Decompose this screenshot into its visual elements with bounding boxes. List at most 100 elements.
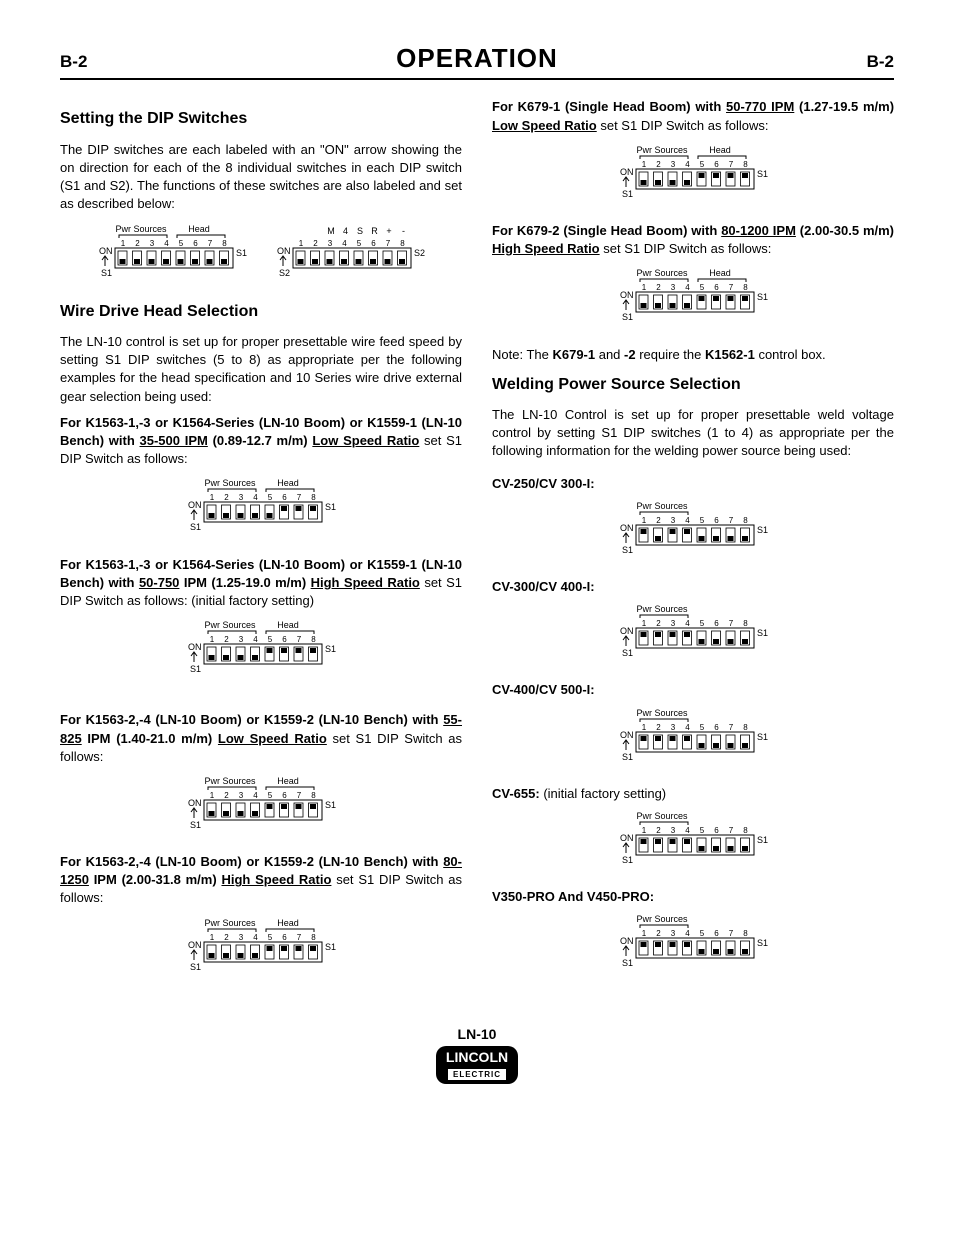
- ps2-label: CV-300/CV 400-I:: [492, 578, 894, 596]
- footer-model: LN-10: [60, 1025, 894, 1045]
- svg-text:S1: S1: [622, 312, 633, 322]
- svg-text:4: 4: [253, 635, 258, 644]
- svg-text:ON: ON: [188, 642, 202, 652]
- svg-text:Head: Head: [189, 224, 211, 234]
- dip-switch-icon: M4SR+-ONS2S212345678: [275, 222, 425, 282]
- dip-ps1: Pwr SourcesONS1S112345678: [492, 499, 894, 564]
- config-3: For K1563-2,-4 (LN-10 Boom) or K1559-2 (…: [60, 711, 462, 766]
- svg-text:Head: Head: [709, 268, 731, 278]
- svg-text:8: 8: [743, 929, 748, 938]
- config-r2: For K679-2 (Single Head Boom) with 80-12…: [492, 222, 894, 258]
- ps5-label: V350-PRO And V450-PRO:: [492, 888, 894, 906]
- svg-text:Pwr Sources: Pwr Sources: [204, 918, 256, 928]
- svg-text:4: 4: [685, 929, 690, 938]
- svg-text:7: 7: [385, 239, 390, 248]
- dip-switch-icon: Pwr SourcesHeadONS1S112345678: [618, 266, 768, 326]
- svg-text:S1: S1: [190, 820, 201, 830]
- svg-text:Pwr Sources: Pwr Sources: [204, 478, 256, 488]
- svg-text:1: 1: [642, 160, 647, 169]
- svg-text:S: S: [357, 226, 363, 236]
- svg-text:5: 5: [700, 160, 705, 169]
- svg-text:Head: Head: [277, 776, 299, 786]
- svg-text:Pwr Sources: Pwr Sources: [204, 776, 256, 786]
- svg-text:2: 2: [656, 619, 661, 628]
- dip-switch-icon: Pwr SourcesHeadONS1S112345678: [618, 143, 768, 203]
- svg-text:6: 6: [282, 635, 287, 644]
- svg-text:6: 6: [371, 239, 376, 248]
- svg-text:3: 3: [150, 239, 155, 248]
- svg-text:4: 4: [342, 239, 347, 248]
- svg-text:7: 7: [297, 791, 302, 800]
- svg-text:S1: S1: [190, 522, 201, 532]
- svg-text:7: 7: [297, 933, 302, 942]
- svg-text:1: 1: [121, 239, 126, 248]
- svg-text:4: 4: [685, 283, 690, 292]
- svg-text:2: 2: [136, 239, 141, 248]
- svg-text:S1: S1: [190, 962, 201, 972]
- svg-text:6: 6: [714, 826, 719, 835]
- svg-text:6: 6: [714, 723, 719, 732]
- svg-text:2: 2: [656, 929, 661, 938]
- heading-wire: Wire Drive Head Selection: [60, 301, 462, 323]
- svg-text:8: 8: [743, 826, 748, 835]
- ps1-label: CV-250/CV 300-I:: [492, 475, 894, 493]
- svg-text:3: 3: [239, 493, 244, 502]
- svg-text:6: 6: [282, 493, 287, 502]
- svg-text:4: 4: [253, 933, 258, 942]
- svg-text:S1: S1: [622, 545, 633, 555]
- svg-text:2: 2: [313, 239, 318, 248]
- svg-text:3: 3: [671, 619, 676, 628]
- svg-text:5: 5: [268, 635, 273, 644]
- svg-text:3: 3: [671, 723, 676, 732]
- svg-text:7: 7: [729, 619, 734, 628]
- svg-text:8: 8: [743, 283, 748, 292]
- svg-text:5: 5: [268, 933, 273, 942]
- svg-text:S1: S1: [325, 942, 336, 952]
- page-footer: LN-10 LINCOLN ELECTRIC: [60, 1025, 894, 1084]
- svg-text:-: -: [402, 226, 405, 236]
- svg-text:5: 5: [356, 239, 361, 248]
- svg-text:6: 6: [714, 516, 719, 525]
- svg-text:3: 3: [671, 516, 676, 525]
- dip-c2: Pwr SourcesHeadONS1S112345678: [60, 618, 462, 683]
- svg-text:8: 8: [743, 160, 748, 169]
- svg-text:1: 1: [642, 826, 647, 835]
- svg-text:4: 4: [685, 516, 690, 525]
- svg-text:ON: ON: [188, 940, 202, 950]
- svg-text:1: 1: [642, 619, 647, 628]
- dip-c4: Pwr SourcesHeadONS1S112345678: [60, 916, 462, 981]
- svg-text:2: 2: [656, 826, 661, 835]
- page-header: B-2 OPERATION B-2: [60, 40, 894, 80]
- svg-text:Pwr Sources: Pwr Sources: [116, 224, 168, 234]
- svg-text:3: 3: [239, 933, 244, 942]
- svg-text:ON: ON: [188, 500, 202, 510]
- page-num-left: B-2: [60, 50, 87, 74]
- svg-text:S1: S1: [622, 855, 633, 865]
- svg-text:7: 7: [729, 929, 734, 938]
- svg-text:6: 6: [194, 239, 199, 248]
- svg-text:4: 4: [685, 160, 690, 169]
- svg-text:1: 1: [642, 283, 647, 292]
- svg-text:Pwr Sources: Pwr Sources: [636, 268, 688, 278]
- svg-text:ON: ON: [620, 730, 634, 740]
- svg-text:8: 8: [311, 791, 316, 800]
- svg-text:2: 2: [656, 283, 661, 292]
- svg-text:Head: Head: [277, 620, 299, 630]
- svg-text:4: 4: [685, 619, 690, 628]
- svg-text:3: 3: [239, 635, 244, 644]
- svg-text:Pwr Sources: Pwr Sources: [636, 604, 688, 614]
- svg-text:4: 4: [253, 493, 258, 502]
- svg-text:S1: S1: [757, 292, 768, 302]
- dip-ps4: Pwr SourcesONS1S112345678: [492, 809, 894, 874]
- svg-text:Pwr Sources: Pwr Sources: [204, 620, 256, 630]
- svg-text:1: 1: [642, 929, 647, 938]
- svg-text:4: 4: [165, 239, 170, 248]
- svg-text:8: 8: [743, 516, 748, 525]
- svg-text:S1: S1: [757, 169, 768, 179]
- svg-text:2: 2: [224, 635, 229, 644]
- svg-text:S1: S1: [757, 938, 768, 948]
- svg-text:7: 7: [729, 723, 734, 732]
- ps3-label: CV-400/CV 500-I:: [492, 681, 894, 699]
- svg-text:2: 2: [224, 791, 229, 800]
- config-r1: For K679-1 (Single Head Boom) with 50-77…: [492, 98, 894, 134]
